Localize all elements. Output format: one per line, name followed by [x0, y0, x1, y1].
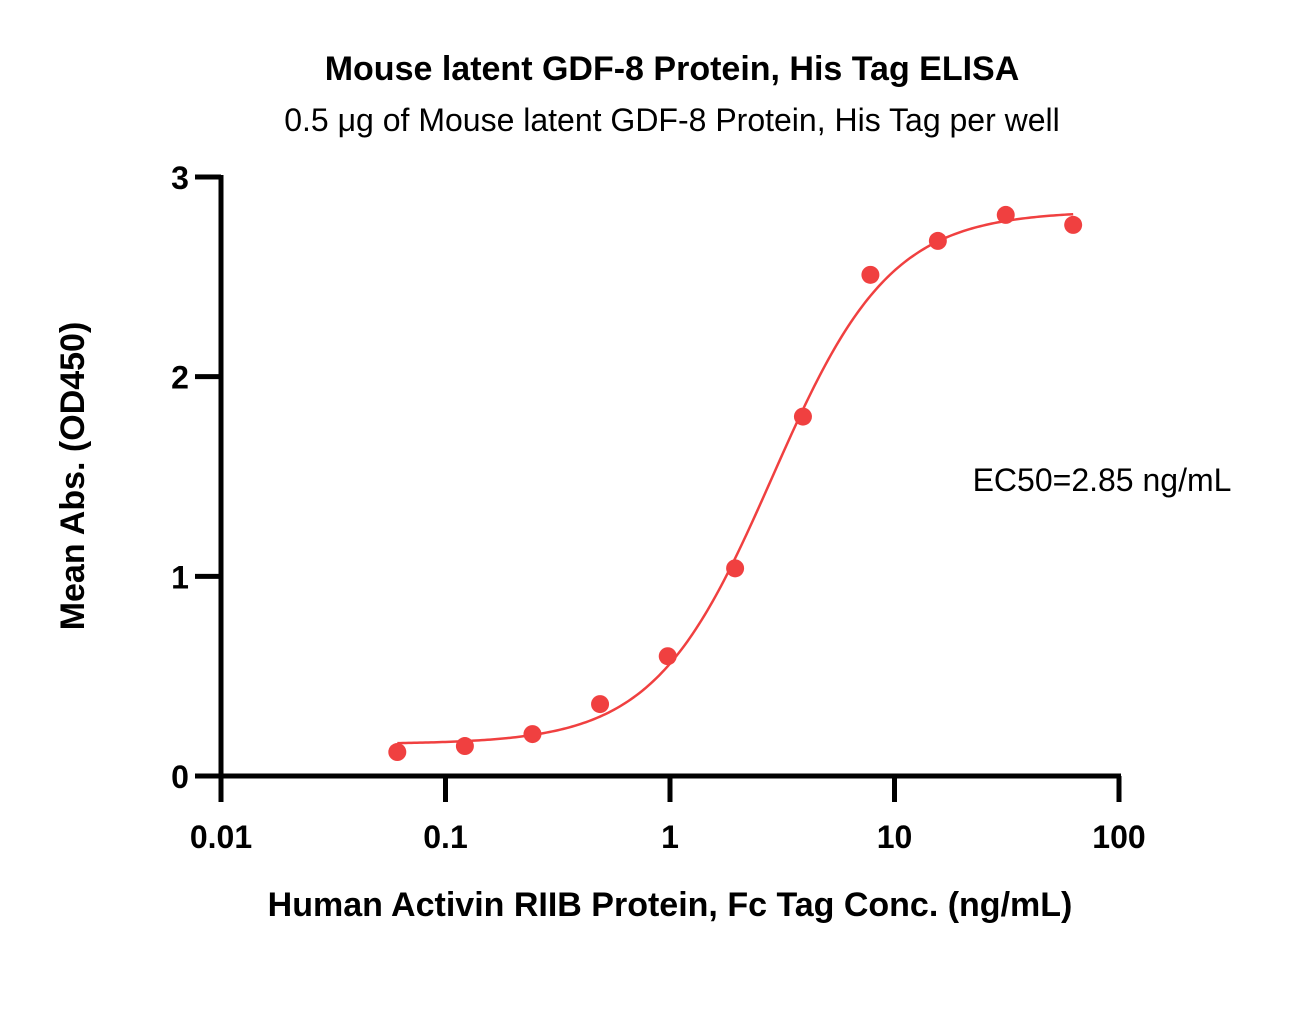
y-ticks: 0 1 2 3 — [171, 160, 221, 795]
y-axis-label: Mean Abs. (OD450) — [54, 322, 92, 631]
x-tick-label: 0.1 — [423, 819, 467, 855]
x-tick-label: 1 — [661, 819, 679, 855]
data-point — [861, 265, 880, 284]
x-axis-label: Human Activin RIIB Protein, Fc Tag Conc.… — [268, 886, 1073, 924]
data-point — [793, 407, 812, 426]
x-ticks: 0.01 0.1 1 10 100 — [190, 776, 1146, 855]
data-point — [1064, 215, 1083, 234]
y-tick-label: 1 — [171, 559, 189, 595]
x-tick-label: 0.01 — [190, 819, 252, 855]
x-tick-label: 10 — [877, 819, 913, 855]
data-points-layer — [388, 205, 1083, 762]
ec50-annotation: EC50=2.85 ng/mL — [973, 462, 1232, 498]
data-point — [523, 725, 542, 744]
data-point — [388, 743, 407, 762]
fit-curve — [397, 212, 1074, 745]
chart-title: Mouse latent GDF-8 Protein, His Tag ELIS… — [325, 50, 1020, 88]
data-point — [726, 559, 745, 578]
data-point — [591, 695, 610, 714]
fit-curve-layer — [397, 212, 1074, 745]
y-tick-label: 3 — [171, 160, 189, 196]
chart-subtitle: 0.5 μg of Mouse latent GDF-8 Protein, Hi… — [284, 102, 1060, 138]
data-point — [658, 647, 677, 666]
data-point — [996, 205, 1015, 224]
y-tick-label: 2 — [171, 360, 189, 396]
data-point — [455, 737, 474, 756]
data-point — [928, 231, 947, 250]
x-tick-label: 100 — [1092, 819, 1145, 855]
y-tick-label: 0 — [171, 759, 189, 795]
